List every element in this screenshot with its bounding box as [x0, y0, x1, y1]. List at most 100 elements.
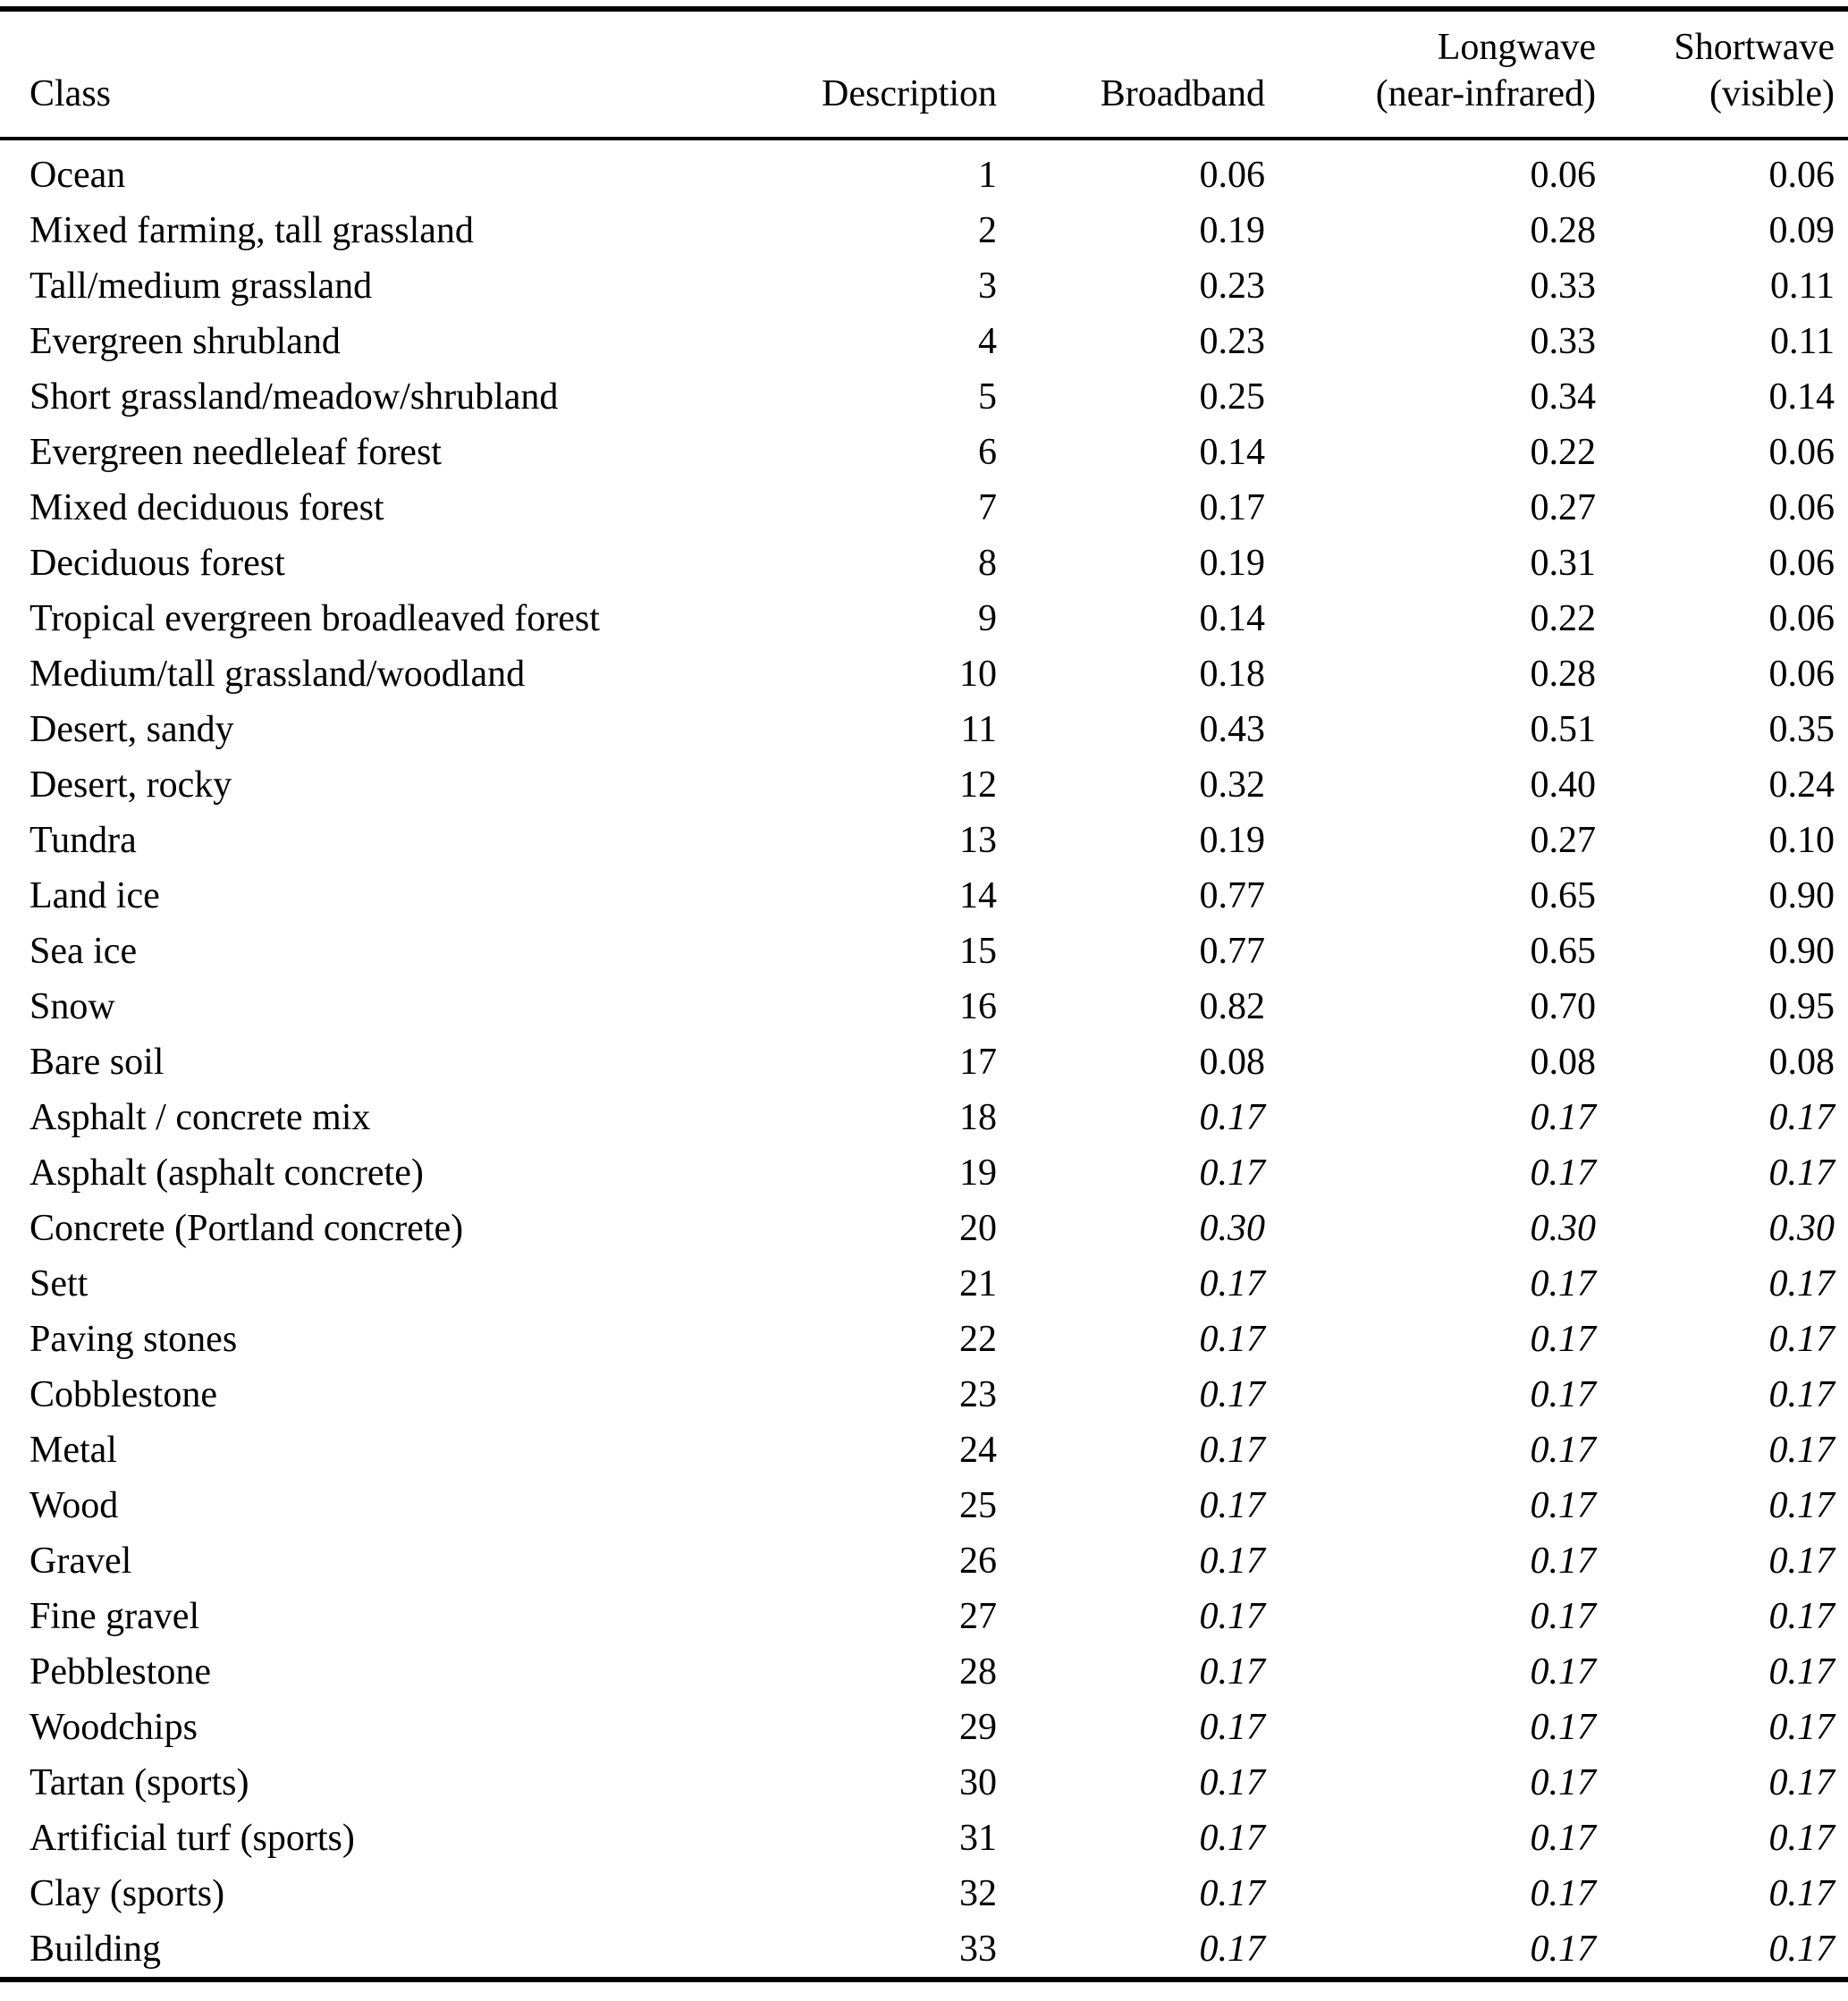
description-cell: 18: [959, 1097, 997, 1138]
table-row: Evergreen shrubland 4 0.23 0.33 0.11: [0, 314, 1848, 369]
table-row: Evergreen needleleaf forest 6 0.14 0.22 …: [0, 425, 1848, 480]
table-row: Clay (sports) 32 0.17 0.17 0.17: [0, 1866, 1848, 1921]
longwave-cell: 0.65: [1530, 875, 1597, 916]
shortwave-cell: 0.11: [1770, 321, 1835, 362]
broadband-cell: 0.18: [1199, 654, 1266, 695]
table-row: Gravel 26 0.17 0.17 0.17: [0, 1533, 1848, 1589]
class-cell: Concrete (Portland concrete): [30, 1208, 464, 1249]
shortwave-cell: 0.17: [1768, 1929, 1835, 1970]
class-cell: Tundra: [30, 820, 137, 861]
shortwave-cell: 0.06: [1768, 598, 1835, 639]
header-cell-longwave: Longwave (near-infrared): [1265, 24, 1596, 117]
header-cell-broadband: Broadband: [997, 71, 1265, 117]
description-cell: 14: [959, 875, 997, 916]
header-description-label: Description: [822, 73, 997, 114]
table-row: Asphalt (asphalt concrete) 19 0.17 0.17 …: [0, 1145, 1848, 1201]
description-cell: 8: [978, 543, 997, 584]
shortwave-cell: 0.17: [1768, 1541, 1835, 1582]
longwave-cell: 0.17: [1530, 1152, 1597, 1194]
table-row: Asphalt / concrete mix 18 0.17 0.17 0.17: [0, 1090, 1848, 1145]
broadband-cell: 0.17: [1199, 1430, 1266, 1471]
broadband-cell: 0.06: [1199, 155, 1266, 196]
shortwave-cell: 0.06: [1768, 543, 1835, 584]
longwave-cell: 0.65: [1530, 931, 1597, 972]
table-row: Desert, rocky 12 0.32 0.40 0.24: [0, 757, 1848, 813]
description-cell: 9: [978, 598, 997, 639]
longwave-cell: 0.28: [1530, 654, 1597, 695]
header-longwave-sublabel: (near-infrared): [1375, 73, 1596, 114]
table-rows: Ocean 1 0.06 0.06 0.06 Mixed farming, ta…: [0, 140, 1848, 1977]
description-cell: 23: [959, 1374, 997, 1415]
longwave-cell: 0.17: [1530, 1541, 1597, 1582]
description-cell: 30: [959, 1762, 997, 1803]
description-cell: 16: [959, 986, 997, 1027]
longwave-cell: 0.17: [1530, 1485, 1597, 1526]
class-cell: Tropical evergreen broadleaved forest: [30, 598, 600, 639]
broadband-cell: 0.17: [1199, 1097, 1266, 1138]
class-cell: Asphalt / concrete mix: [30, 1097, 371, 1138]
table-row: Medium/tall grassland/woodland 10 0.18 0…: [0, 646, 1848, 702]
description-cell: 32: [959, 1873, 997, 1914]
broadband-cell: 0.19: [1199, 210, 1266, 251]
shortwave-cell: 0.17: [1768, 1263, 1835, 1304]
broadband-cell: 0.17: [1199, 1485, 1266, 1526]
table-row: Desert, sandy 11 0.43 0.51 0.35: [0, 702, 1848, 757]
broadband-cell: 0.23: [1199, 266, 1266, 307]
longwave-cell: 0.17: [1530, 1707, 1597, 1748]
longwave-cell: 0.34: [1530, 376, 1597, 418]
class-cell: Sett: [30, 1263, 89, 1304]
header-cell-shortwave: Shortwave (visible): [1596, 24, 1835, 117]
header-broadband-label: Broadband: [1100, 73, 1265, 114]
class-cell: Tartan (sports): [30, 1762, 249, 1803]
description-cell: 17: [959, 1042, 997, 1083]
longwave-cell: 0.17: [1530, 1374, 1597, 1415]
shortwave-cell: 0.17: [1768, 1319, 1835, 1360]
shortwave-cell: 0.11: [1770, 266, 1835, 307]
broadband-cell: 0.17: [1199, 487, 1266, 528]
class-cell: Desert, rocky: [30, 764, 232, 806]
shortwave-cell: 0.17: [1768, 1485, 1835, 1526]
longwave-cell: 0.08: [1530, 1042, 1597, 1083]
table-row: Tropical evergreen broadleaved forest 9 …: [0, 591, 1848, 646]
longwave-cell: 0.30: [1530, 1208, 1597, 1249]
table-row: Pebblestone 28 0.17 0.17 0.17: [0, 1644, 1848, 1700]
shortwave-cell: 0.17: [1768, 1651, 1835, 1693]
description-cell: 21: [959, 1263, 997, 1304]
broadband-cell: 0.08: [1199, 1042, 1266, 1083]
longwave-cell: 0.06: [1530, 155, 1597, 196]
description-cell: 11: [960, 709, 997, 750]
class-cell: Sea ice: [30, 931, 138, 972]
broadband-cell: 0.17: [1199, 1263, 1266, 1304]
longwave-cell: 0.33: [1530, 266, 1597, 307]
table-row: Tall/medium grassland 3 0.23 0.33 0.11: [0, 258, 1848, 314]
longwave-cell: 0.28: [1530, 210, 1597, 251]
table-row: Mixed deciduous forest 7 0.17 0.27 0.06: [0, 480, 1848, 536]
shortwave-cell: 0.17: [1768, 1097, 1835, 1138]
description-cell: 28: [959, 1651, 997, 1693]
shortwave-cell: 0.14: [1768, 376, 1835, 418]
class-cell: Metal: [30, 1430, 117, 1471]
table-row: Land ice 14 0.77 0.65 0.90: [0, 868, 1848, 924]
broadband-cell: 0.17: [1199, 1374, 1266, 1415]
description-cell: 29: [959, 1707, 997, 1748]
longwave-cell: 0.17: [1530, 1430, 1597, 1471]
class-cell: Woodchips: [30, 1707, 198, 1748]
class-cell: Wood: [30, 1485, 119, 1526]
shortwave-cell: 0.17: [1768, 1152, 1835, 1194]
description-cell: 31: [959, 1818, 997, 1859]
header-cell-description: Description: [787, 71, 997, 117]
broadband-cell: 0.17: [1199, 1651, 1266, 1693]
class-cell: Deciduous forest: [30, 543, 285, 584]
class-cell: Pebblestone: [30, 1651, 211, 1693]
broadband-cell: 0.17: [1199, 1762, 1266, 1803]
shortwave-cell: 0.06: [1768, 432, 1835, 473]
broadband-cell: 0.17: [1199, 1541, 1266, 1582]
class-cell: Ocean: [30, 155, 126, 196]
longwave-cell: 0.17: [1530, 1651, 1597, 1693]
description-cell: 6: [978, 432, 997, 473]
table-row: Paving stones 22 0.17 0.17 0.17: [0, 1312, 1848, 1367]
description-cell: 22: [959, 1319, 997, 1360]
description-cell: 5: [978, 376, 997, 418]
albedo-table-page: Class Description Broadband Longwave (ne…: [0, 6, 1848, 2001]
broadband-cell: 0.19: [1199, 543, 1266, 584]
